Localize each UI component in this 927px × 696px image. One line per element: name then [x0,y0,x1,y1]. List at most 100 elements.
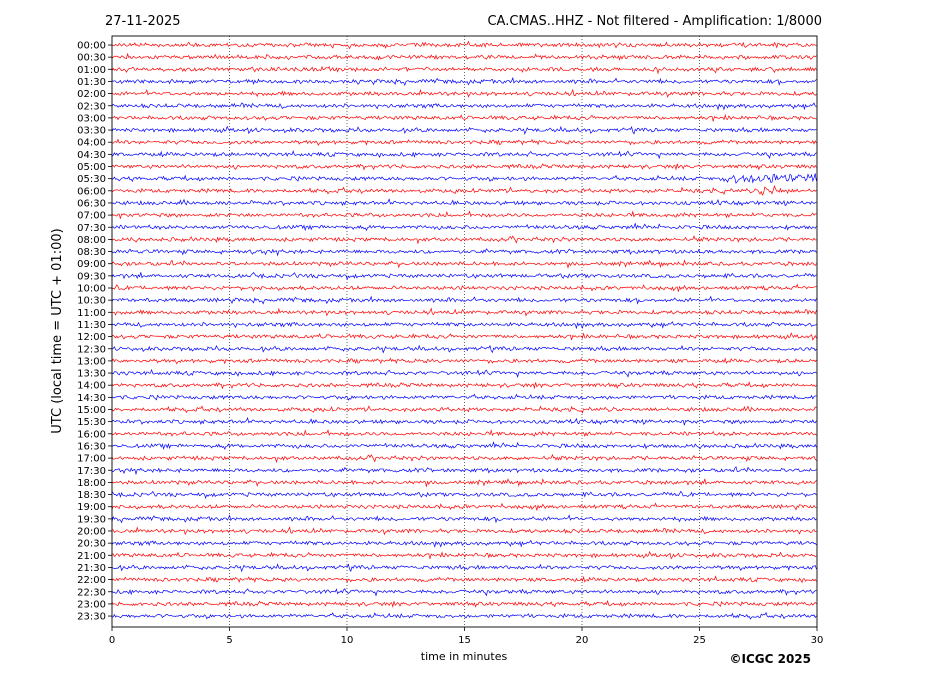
y-tick-label: 14:30 [77,393,106,404]
trace-0700 [111,210,817,219]
y-tick-label: 11:30 [77,320,106,331]
trace-2330 [111,611,817,620]
y-tick-label: 16:00 [77,429,106,440]
y-tick-label: 03:00 [77,113,106,124]
trace-0400 [111,138,817,146]
station-title: CA.CMAS..HHZ - Not filtered - Amplificat… [487,14,822,29]
y-tick-label: 08:00 [77,235,106,246]
date-label: 27-11-2025 [105,14,181,29]
trace-0300 [111,113,817,122]
y-tick-label: 02:00 [77,89,106,100]
y-tick-label: 12:30 [77,344,106,355]
y-tick-label: 15:30 [77,417,106,428]
trace-1600 [111,429,817,437]
y-tick-label: 21:00 [77,551,106,562]
trace-2130 [111,563,817,573]
y-tick-label: 09:30 [77,271,106,282]
trace-1400 [111,381,817,390]
x-axis-label: time in minutes [421,650,508,663]
trace-1900 [111,502,817,511]
y-tick-label: 12:00 [77,332,106,343]
trace-0330 [111,125,817,135]
y-tick-label: 13:30 [77,369,106,380]
y-tick-label: 13:00 [77,356,106,367]
trace-0430 [111,150,817,160]
y-tick-label: 10:00 [77,284,106,295]
trace-2200 [111,575,817,584]
trace-1330 [111,368,817,378]
trace-1830 [111,490,817,500]
y-tick-label: 18:30 [77,490,106,501]
x-tick-label: 20 [576,635,589,646]
y-tick-label: 01:00 [77,65,106,76]
y-tick-label: 20:30 [77,539,106,550]
trace-0100 [111,65,817,75]
trace-0500 [111,163,817,171]
trace-0930 [111,272,817,281]
x-tick-label: 10 [341,635,354,646]
trace-1100 [111,307,817,317]
y-tick-label: 06:30 [77,198,106,209]
y-tick-label: 19:00 [77,502,106,513]
trace-0730 [111,222,817,232]
copyright-label: ©ICGC 2025 [729,652,811,666]
y-tick-label: 17:30 [77,466,106,477]
y-tick-label: 16:30 [77,441,106,452]
y-tick-label: 00:30 [77,53,106,64]
trace-1000 [111,283,817,292]
trace-1700 [111,453,817,464]
x-tick-label: 5 [226,635,232,646]
trace-2000 [111,526,817,536]
y-tick-label: 19:30 [77,514,106,525]
y-tick-label: 03:30 [77,126,106,137]
trace-0600 [111,185,817,196]
trace-0800 [111,235,817,245]
y-tick-label: 00:00 [77,41,106,52]
x-tick-label: 25 [693,635,706,646]
y-tick-label: 07:30 [77,223,106,234]
y-axis-label: UTC (local time = UTC + 01:00) [50,228,65,433]
trace-1130 [111,321,817,330]
trace-1500 [111,405,817,414]
trace-2030 [111,539,817,548]
y-tick-label: 15:00 [77,405,106,416]
trace-0030 [111,52,817,61]
x-tick-label: 30 [811,635,824,646]
y-tick-label: 08:30 [77,247,106,258]
trace-1300 [111,357,817,365]
y-tick-label: 21:30 [77,563,106,574]
trace-1530 [111,416,817,426]
y-tick-label: 22:30 [77,587,106,598]
y-tick-label: 06:00 [77,186,106,197]
x-tick-label: 15 [458,635,471,646]
trace-1200 [111,332,817,341]
trace-1030 [111,295,817,305]
trace-2100 [111,550,817,560]
y-tick-label: 17:00 [77,454,106,465]
trace-1630 [111,441,817,450]
trace-1930 [111,514,817,524]
y-tick-label: 18:00 [77,478,106,489]
y-tick-label: 23:00 [77,599,106,610]
trace-0000 [111,40,817,50]
trace-2300 [111,599,817,609]
y-tick-label: 04:00 [77,138,106,149]
x-tick-label: 0 [109,635,115,646]
trace-2230 [111,588,817,597]
plot-frame [111,35,818,628]
trace-0130 [111,76,817,86]
y-tick-label: 20:00 [77,527,106,538]
trace-1730 [111,466,817,476]
trace-1230 [111,344,817,354]
y-tick-label: 23:30 [77,612,106,623]
y-tick-label: 05:30 [77,174,106,185]
y-tick-label: 07:00 [77,211,106,222]
trace-0200 [111,88,817,98]
trace-0630 [111,198,817,207]
y-tick-label: 02:30 [77,101,106,112]
trace-0830 [111,248,817,257]
y-tick-label: 09:00 [77,259,106,270]
y-tick-label: 01:30 [77,77,106,88]
